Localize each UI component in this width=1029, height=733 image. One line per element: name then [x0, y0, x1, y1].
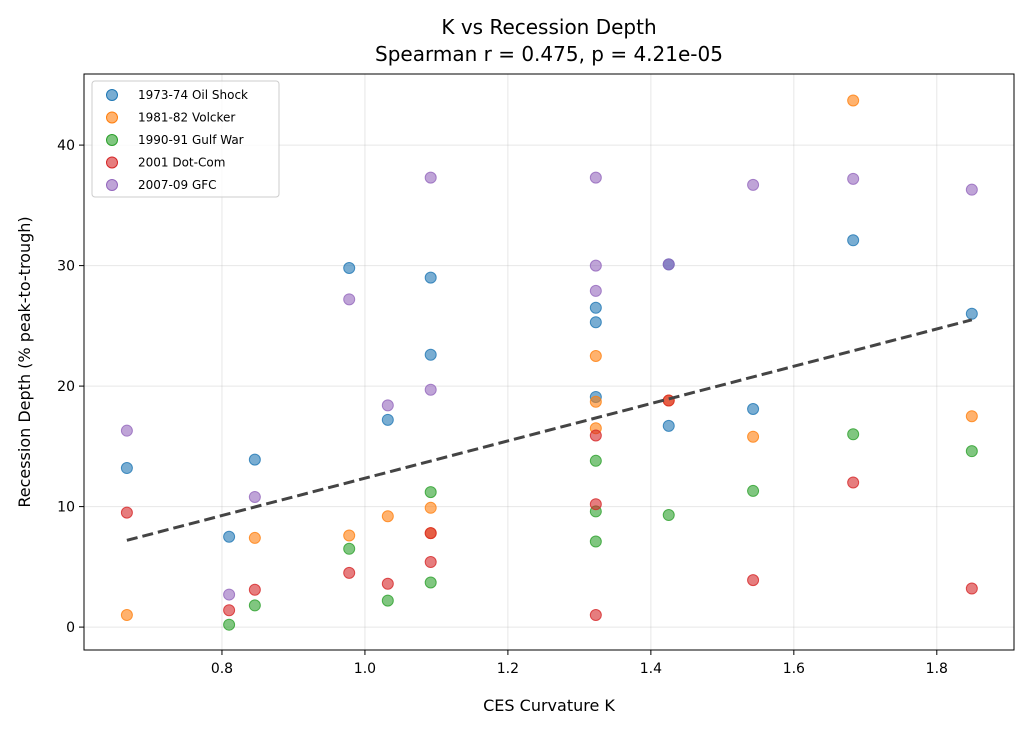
- data-point: [424, 501, 437, 514]
- data-point: [343, 566, 356, 579]
- data-point: [424, 486, 437, 499]
- data-point: [120, 462, 133, 475]
- data-point: [589, 349, 602, 362]
- legend-label: 2007-09 GFC: [138, 178, 217, 192]
- data-point: [589, 429, 602, 442]
- x-tick-label: 0.8: [211, 661, 233, 677]
- data-point: [120, 506, 133, 519]
- data-point: [965, 307, 978, 320]
- data-point: [381, 399, 394, 412]
- data-point: [589, 454, 602, 467]
- data-point: [223, 618, 236, 631]
- data-point: [223, 530, 236, 543]
- data-point: [747, 402, 760, 415]
- data-point: [965, 582, 978, 595]
- data-point: [589, 316, 602, 329]
- data-point: [120, 609, 133, 622]
- data-point: [381, 510, 394, 523]
- y-tick-label: 20: [57, 379, 75, 395]
- data-point: [120, 424, 133, 437]
- data-point: [847, 94, 860, 107]
- y-tick-label: 0: [66, 620, 75, 636]
- legend-marker: [106, 134, 118, 146]
- data-point: [589, 609, 602, 622]
- legend-marker: [106, 89, 118, 101]
- legend-label: 2001 Dot-Com: [138, 156, 225, 170]
- legend-label: 1981-82 Volcker: [138, 111, 235, 125]
- data-point: [747, 178, 760, 191]
- x-tick-label: 1.0: [354, 661, 376, 677]
- data-point: [965, 183, 978, 196]
- data-point: [662, 258, 675, 271]
- data-point: [248, 583, 261, 596]
- chart-title: K vs Recession Depth: [441, 15, 656, 39]
- legend-marker: [106, 179, 118, 191]
- data-point: [381, 413, 394, 426]
- chart-subtitle: Spearman r = 0.475, p = 4.21e-05: [375, 42, 723, 66]
- data-point: [424, 171, 437, 184]
- data-point: [589, 535, 602, 548]
- data-point: [847, 234, 860, 247]
- data-point: [847, 476, 860, 489]
- legend-box: [91, 80, 280, 198]
- data-point: [847, 428, 860, 441]
- y-tick-label: 30: [57, 259, 75, 275]
- data-point: [589, 171, 602, 184]
- x-tick-label: 1.2: [497, 661, 519, 677]
- trend-line: [126, 318, 973, 542]
- legend-marker: [106, 156, 118, 169]
- data-point: [248, 531, 261, 544]
- data-point: [248, 453, 261, 466]
- data-point: [424, 348, 437, 361]
- data-point: [589, 301, 602, 314]
- data-point: [965, 410, 978, 423]
- y-axis-label: Recession Depth (% peak-to-trough): [15, 216, 34, 507]
- data-point: [589, 498, 602, 511]
- data-point: [223, 604, 236, 617]
- data-point: [662, 509, 675, 522]
- data-point: [965, 445, 978, 458]
- y-tick-label: 10: [57, 500, 75, 516]
- data-point: [589, 395, 602, 408]
- data-point: [662, 419, 675, 432]
- plot-frame: [83, 73, 1015, 651]
- data-point: [424, 527, 437, 540]
- data-point: [747, 484, 760, 497]
- x-tick-label: 1.4: [640, 661, 662, 677]
- legend-label: 1990-91 Gulf War: [138, 133, 244, 147]
- x-tick-label: 1.8: [926, 661, 948, 677]
- data-point: [747, 574, 760, 587]
- legend-marker: [106, 111, 118, 124]
- data-point: [424, 576, 437, 589]
- data-point: [589, 259, 602, 272]
- data-point: [381, 577, 394, 590]
- legend: 1973-74 Oil Shock 1981-82 Volcker 1990-91 …: [91, 80, 280, 198]
- data-point: [223, 588, 236, 601]
- data-point: [343, 293, 356, 306]
- x-tick-label: 1.6: [783, 661, 805, 677]
- data-point: [424, 556, 437, 569]
- data-point: [424, 271, 437, 284]
- data-point: [248, 490, 261, 503]
- data-point: [343, 529, 356, 542]
- data-point: [747, 430, 760, 443]
- data-point: [589, 284, 602, 297]
- data-point: [248, 599, 261, 612]
- data-point: [424, 383, 437, 396]
- y-tick-label: 40: [57, 138, 75, 154]
- legend-label: 1973-74 Oil Shock: [138, 88, 248, 102]
- data-point: [847, 172, 860, 185]
- data-point: [343, 542, 356, 555]
- x-axis-label: CES Curvature K: [483, 696, 615, 715]
- data-point: [381, 594, 394, 607]
- data-point: [343, 262, 356, 275]
